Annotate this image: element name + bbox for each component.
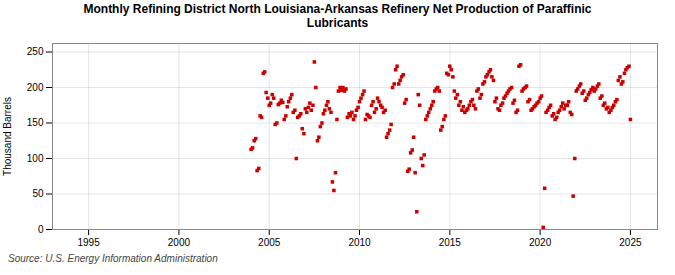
svg-text:200: 200 [27, 81, 44, 92]
svg-text:100: 100 [27, 152, 44, 163]
html-text:Source: U.S. Energy Informatio: Source: U.S. Energy Information Administ… [8, 252, 218, 264]
svg-text:2020: 2020 [529, 236, 552, 247]
svg-text:2015: 2015 [439, 236, 462, 247]
svg-text:250: 250 [27, 46, 44, 57]
svg-text:Thousand Barrels: Thousand Barrels [2, 97, 13, 176]
svg-text:2000: 2000 [168, 236, 191, 247]
svg-text:2025: 2025 [619, 236, 642, 247]
svg-text:0: 0 [38, 223, 44, 234]
svg-text:1995: 1995 [77, 236, 100, 247]
html-text:Monthly Refining District Nort: Monthly Refining District North Louisian… [83, 2, 592, 31]
svg-text:2005: 2005 [258, 236, 281, 247]
svg-text:150: 150 [27, 117, 44, 128]
svg-text:50: 50 [32, 188, 44, 199]
svg-text:2010: 2010 [348, 236, 371, 247]
